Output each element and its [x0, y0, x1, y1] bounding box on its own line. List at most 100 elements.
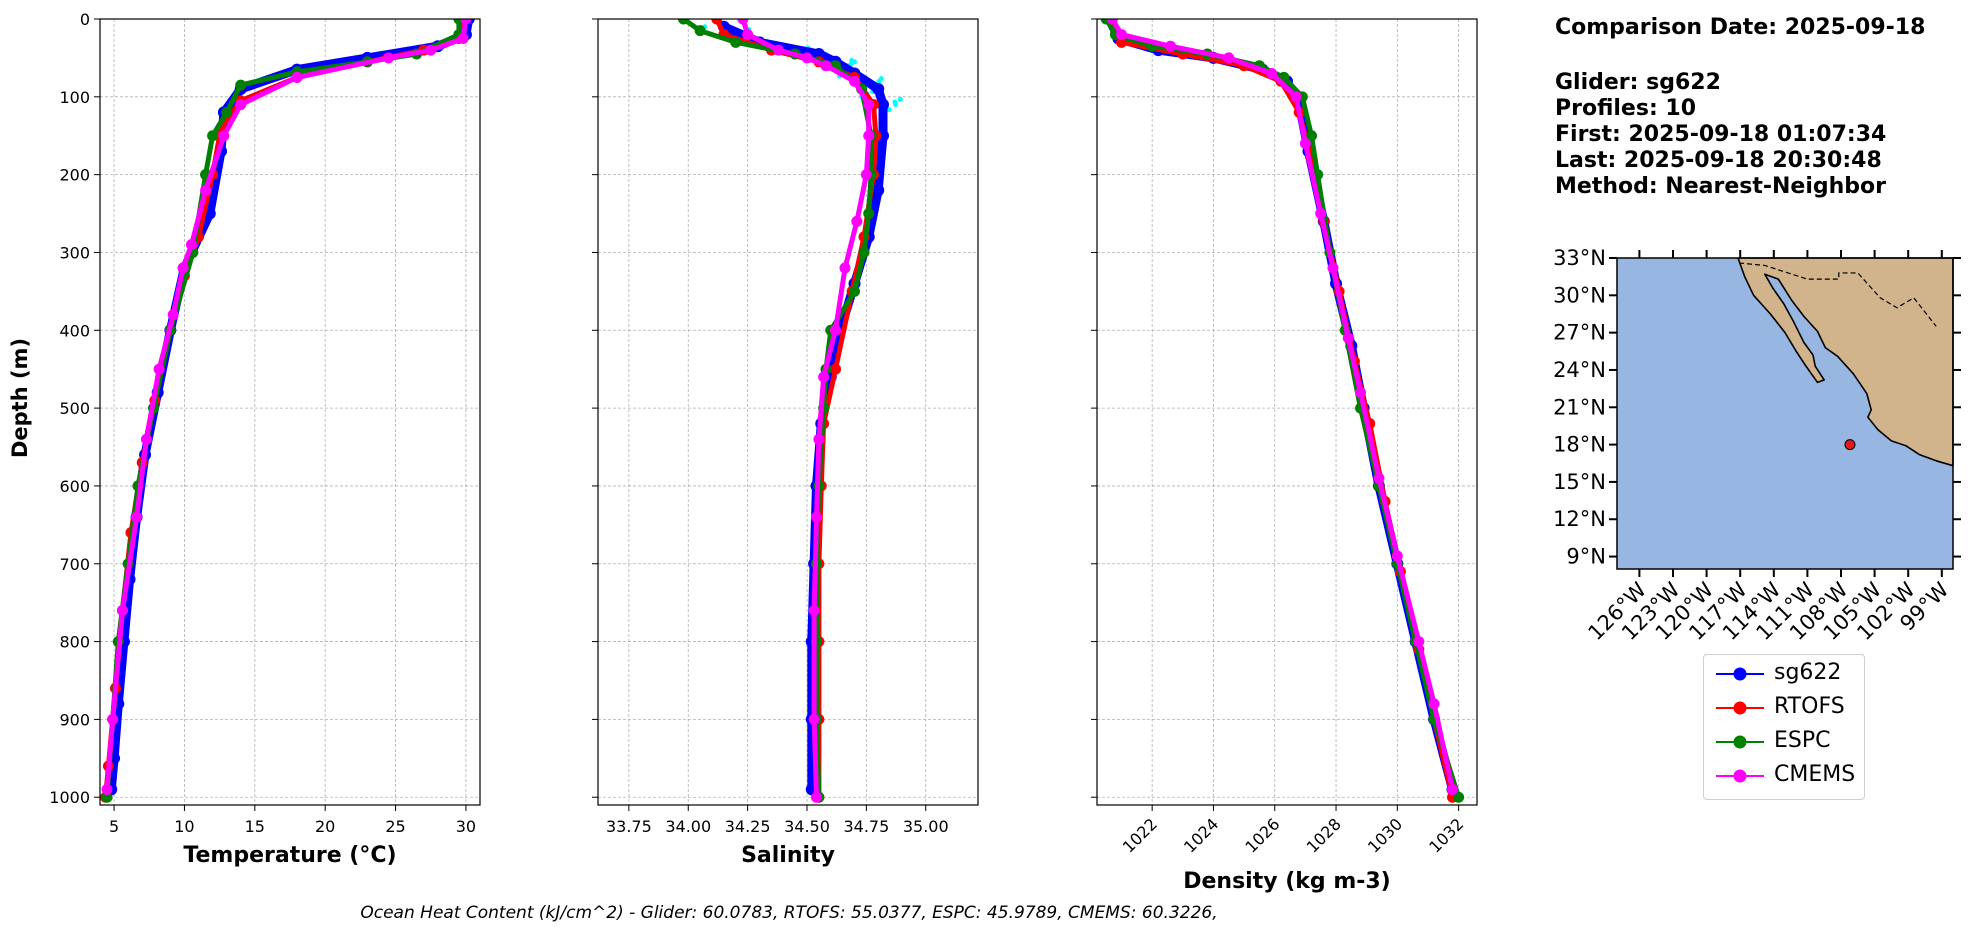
series-point-cmems: [773, 44, 784, 56]
series-point-sg622: [872, 184, 885, 197]
series-point-cmems: [1106, 19, 1118, 25]
series-point-cmems: [813, 433, 825, 445]
series-point-cmems: [235, 99, 247, 111]
series-point-cmems: [1223, 52, 1235, 64]
legend-label: sg622: [1774, 660, 1842, 685]
series-point-cmems: [839, 262, 851, 274]
series-point-cmems: [830, 324, 841, 336]
series-point-espc: [858, 246, 870, 258]
series-point-cmems: [808, 604, 820, 616]
series-point-espc: [1453, 791, 1465, 803]
series-point-cmems: [1342, 332, 1354, 344]
legend: sg622 RTOFS ESPC CMEMS: [1703, 654, 1865, 800]
lat-tick-label: 24°N: [1553, 358, 1606, 382]
series-line-sg622: [1104, 19, 1457, 794]
series-point-espc: [694, 25, 706, 37]
series-point-cmems: [167, 309, 179, 321]
series-point-sg622: [877, 98, 889, 111]
y-tick-label: 1000: [49, 788, 90, 807]
series-point-cmems: [107, 713, 119, 725]
profile-count: Profiles: 10: [1555, 96, 1697, 121]
series-point-espc: [678, 19, 689, 25]
series-line-rtofs: [1106, 19, 1455, 800]
legend-marker: [1733, 735, 1747, 749]
x-axis-label: Temperature (°C): [183, 843, 396, 868]
series-point-cmems: [1299, 138, 1311, 150]
legend-entry: sg622: [1704, 657, 1864, 691]
series-point-cmems: [811, 791, 822, 803]
series-line-sg622: [106, 19, 474, 794]
series-point-espc: [730, 36, 742, 48]
series-point-espc: [863, 208, 875, 220]
x-tick-label: 1028: [1303, 814, 1345, 856]
series-point-cmems: [1446, 783, 1458, 795]
series-point-cmems: [153, 363, 165, 375]
series-point-cmems: [177, 262, 189, 274]
series-line-cmems: [1109, 19, 1455, 792]
series-point-cmems: [818, 371, 830, 383]
series-point-cmems: [863, 130, 875, 142]
series-point-rtofs: [711, 19, 723, 25]
lat-tick-label: 33°N: [1553, 246, 1606, 270]
series-point-espc: [221, 106, 233, 118]
x-axis-label: Density (kg m-3): [1183, 869, 1391, 894]
lat-tick-label: 12°N: [1553, 507, 1606, 531]
x-tick-label: 20: [315, 817, 335, 836]
x-tick-label: 15: [245, 817, 265, 836]
y-tick-label: 0: [80, 10, 90, 29]
y-tick-label: 700: [59, 555, 90, 574]
y-tick-label: 600: [59, 477, 90, 496]
legend-marker: [1733, 667, 1747, 681]
x-tick-label: 34.50: [784, 817, 830, 836]
x-tick-label: 1022: [1119, 814, 1161, 856]
x-tick-label: 1032: [1425, 814, 1467, 856]
land: [1737, 257, 1954, 467]
lat-tick-label: 15°N: [1553, 470, 1606, 494]
legend-label: CMEMS: [1774, 762, 1856, 787]
series-point-cmems: [1428, 698, 1440, 710]
y-tick-label: 300: [59, 243, 90, 262]
legend-entry: RTOFS: [1704, 691, 1864, 725]
raw-glider-point: [897, 96, 903, 102]
series-point-cmems: [1290, 91, 1302, 103]
y-tick-label: 200: [59, 166, 90, 185]
series-point-cmems: [1315, 208, 1327, 220]
plot-area: [1100, 19, 1465, 803]
y-tick-label: 500: [59, 399, 90, 418]
series-point-espc: [207, 130, 219, 142]
series-point-espc: [1306, 130, 1318, 142]
x-tick-label: 34.00: [665, 817, 711, 836]
lat-tick-label: 21°N: [1553, 395, 1606, 419]
lat-tick-label: 9°N: [1566, 545, 1606, 569]
raw-glider-point: [886, 107, 892, 113]
ocean-heat-content: Ocean Heat Content (kJ/cm^2) - Glider: 6…: [360, 903, 1218, 923]
comparison-date: Comparison Date: 2025-09-18: [1555, 15, 1926, 40]
series-point-cmems: [383, 52, 395, 64]
series-point-espc: [235, 79, 247, 91]
temperature-panel: 5 10 15 20 25 3001002003004005006007008009001…: [49, 10, 481, 868]
x-tick-label: 25: [385, 817, 405, 836]
series-point-cmems: [1266, 67, 1278, 79]
series-point-cmems: [460, 19, 472, 25]
series-point-cmems: [1116, 29, 1128, 41]
series-point-cmems: [425, 44, 437, 56]
first-profile-time: First: 2025-09-18 01:07:34: [1555, 122, 1887, 147]
legend-marker: [1733, 701, 1747, 715]
glider-name: Glider: sg622: [1555, 70, 1721, 95]
y-tick-label: 900: [59, 710, 90, 729]
plot-area: [100, 19, 475, 803]
last-profile-time: Last: 2025-09-18 20:30:48: [1555, 148, 1882, 173]
series-point-cmems: [737, 19, 749, 25]
x-tick-label: 5: [109, 817, 119, 836]
series-point-cmems: [801, 52, 813, 64]
series-point-cmems: [742, 29, 754, 41]
legend-label: RTOFS: [1774, 694, 1845, 719]
legend-entry: CMEMS: [1704, 759, 1864, 793]
density-panel: 1022 1024 1026 1028 1030 1032 Density (kg m-3): [1091, 18, 1478, 894]
axes-frame: [99, 18, 481, 806]
series-point-rtofs: [830, 363, 841, 375]
lat-tick-label: 18°N: [1553, 433, 1606, 457]
raw-glider-point: [893, 102, 899, 108]
y-tick-label: 800: [59, 633, 90, 652]
